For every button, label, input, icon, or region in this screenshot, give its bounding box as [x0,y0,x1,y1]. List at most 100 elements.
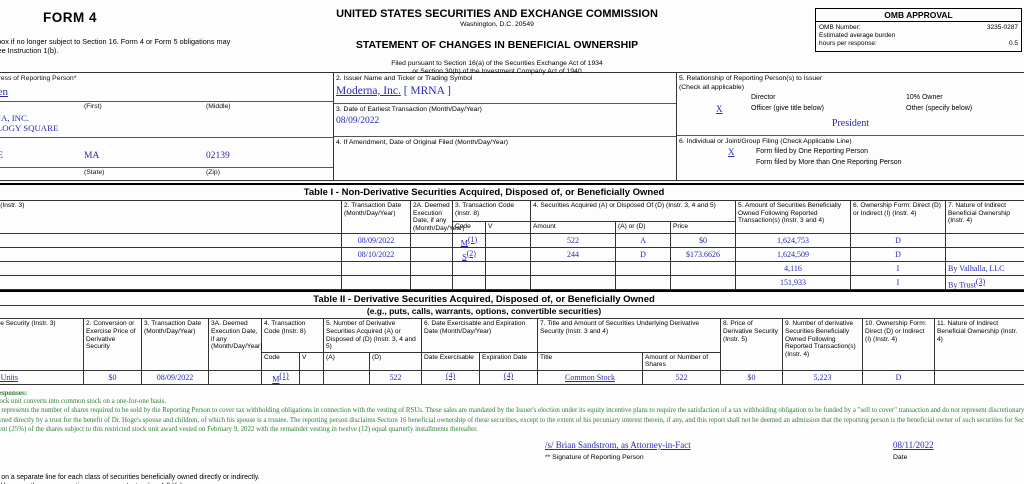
t1-header-ad-sub: (A) or (D) [615,221,671,235]
filer-info-grid: 1. Name and Address of Reporting Person*… [0,72,1024,181]
transaction-code-link[interactable]: S [462,252,467,262]
price-value: $0 [699,236,707,246]
footnote-ref[interactable]: (2) [466,248,476,258]
state-value: MA [84,151,100,161]
signature-block: /s/ Brian Sandstrom, as Attorney-in-Fact… [0,438,1024,470]
earliest-transaction-label: 3. Date of Earliest Transaction (Month/D… [336,106,482,113]
t2-header-date: 3. Transaction Date (Month/Day/Year) [141,318,209,371]
omb-number-label: OMB Number: [819,24,861,31]
relationship-cell: 5. Relationship of Reporting Person(s) t… [676,72,1024,181]
t2-header-a-sub: (A) [323,351,370,371]
ownership-form: D [895,250,901,260]
omb-approval-box: OMB APPROVAL OMB Number: 3235-0287 Estim… [815,8,1022,52]
issuer-name-link[interactable]: Moderna, Inc. [336,85,401,97]
issuer-label: 2. Issuer Name and Ticker or Trading Sym… [336,75,473,82]
one-person-label: Form filed by One Reporting Person [756,148,869,155]
filing-type-label: 6. Individual or Joint/Group Filing (Che… [679,138,852,145]
owned-following: 151,933 [780,278,806,288]
shares-amount: 244 [567,250,579,260]
footnote-ref[interactable]: (4) [445,371,456,381]
footnote-ref[interactable]: (4) [503,371,514,381]
footnote-item: 2. The sale reported represents the numb… [0,407,1024,415]
t2-header-form: 10. Ownership Form: Direct (D) or Indire… [862,318,935,371]
issuer-cell: 2. Issuer Name and Ticker or Trading Sym… [333,72,677,181]
t1-header-date: 2. Transaction Date (Month/Day/Year) [341,199,411,235]
shares-amount: 522 [567,236,579,246]
reporting-person-name-link[interactable]: Hoge Stephen [0,86,9,98]
indirect-nature: By Valhalla, LLC [948,264,1005,274]
underlying-amount: 522 [675,372,688,382]
address-line2: 200 TECHNOLOGY SQUARE [0,123,59,133]
t2-header-exp-sub: Expiration Date [479,351,538,371]
underlying-title-link[interactable]: Common Stock [564,372,615,382]
t1-header-title: 1. Title of Security (Instr. 3) [0,199,342,235]
omb-title: OMB APPROVAL [816,9,1021,22]
t2-header-v-sub: V [299,351,324,371]
t2-header-owned: 9. Number of derivative Securities Benef… [782,318,863,371]
signature-name-link[interactable]: /s/ Brian Sandstrom, as Attorney-in-Fact [545,440,691,451]
owned-following: 1,624,753 [777,236,809,246]
signature-date: 08/11/2022 [893,440,934,451]
filed-pursuant-line1: Filed pursuant to Section 16(a) of the S… [391,60,603,67]
commission-city: Washington, D.C. 20549 [460,21,534,28]
table-row: Restricted Stock Units $0 08/09/2022 M(1… [0,369,1024,385]
ownership-form: I [896,264,900,274]
owned-following: 4,116 [784,264,802,274]
transaction-code-link[interactable]: M [272,374,280,384]
one-person-checkmark: X [728,147,735,157]
ten-percent-label: 10% Owner [906,94,943,101]
footnote-item: 4. Twenty-five percent (25%) of the shar… [0,425,478,433]
table2-caption-line1: Table II - Derivative Securities Acquire… [0,290,1024,307]
form-instructions: Reminder: Report on a separate line for … [0,474,1024,484]
t2-header-date-ex-sub: Date Exercisable [421,351,480,371]
amendment-label: 4. If Amendment, Date of Original Filed … [336,139,509,146]
owned-following: 1,624,509 [777,250,809,260]
director-label: Director [751,94,776,101]
footnote-ref[interactable]: (1) [279,371,289,381]
indirect-nature: By Trust [948,280,976,290]
form-header: SEC Form 4 FORM 4 Check this box if no l… [0,0,1024,75]
commission-title: UNITED STATES SECURITIES AND EXCHANGE CO… [336,8,658,20]
t2-header-conv: 2. Conversion or Exercise Price of Deriv… [83,318,142,371]
footnote-item: 3. The shares are owned directly by a tr… [0,416,1024,424]
signature-date-label: Date [893,454,908,462]
relationship-sublabel: (Check all applicable) [679,84,744,91]
t1-header-owned: 5. Amount of Securities Beneficially Own… [735,199,851,235]
footnote-ref[interactable]: (1) [467,234,478,244]
t2-header-uamount-sub: Amount or Number of Shares [642,351,721,371]
zip-value: 02139 [206,151,230,161]
footnotes-header: Explanation of Responses: [0,387,28,397]
t1-header-nature: 7. Nature of Indirect Beneficial Ownersh… [944,199,1024,235]
t2-header-utitle-sub: Title [537,351,643,371]
table-row: Common Stock 151,933 I By Trust(3) [0,275,1024,291]
table2-derivative: Table II - Derivative Securities Acquire… [0,290,1024,385]
t1-header-acquired: 4. Securities Acquired (A) or Disposed O… [530,199,736,223]
more-persons-label: Form filed by More than One Reporting Pe… [756,159,902,166]
t2-header-dates: 6. Date Exercisable and Expiration Date … [421,318,538,353]
t1-header-price-sub: Price [670,221,736,235]
instruction-reminder: Reminder: Report on a separate line for … [0,474,260,482]
reporting-person-label: 1. Name and Address of Reporting Person* [0,75,77,82]
form-title: FORM 4 [43,10,98,25]
footnote-ref[interactable]: (3) [975,276,986,286]
t2-header-d-sub: (D) [369,351,422,371]
price-value: $173.6626 [686,250,720,260]
officer-label: Officer (give title below) [751,105,825,112]
zip-label: (Zip) [206,169,220,176]
instruction-star: * If the form is filed by more than one … [0,483,1024,484]
city-value: CAMBRIDGE [0,151,4,161]
derivative-title-link[interactable]: Restricted Stock Units [0,372,18,382]
middle-label: (Middle) [206,103,231,110]
checkbox-note: Check this box if no longer subject to S… [0,37,231,55]
ownership-form: I [896,278,900,288]
other-label: Other (specify below) [906,105,973,112]
t1-header-v-sub: V [485,221,531,235]
filed-pursuant-line2: or Section 30(h) of the Investment Compa… [412,68,582,75]
transaction-date: 08/09/2022 [156,372,194,382]
table-row: Common Stock 08/10/2022 S(2) 244 D $173.… [0,247,1024,263]
derivatives-owned: 5,223 [813,372,832,382]
footnote-item: 1. Each restricted stock unit converts i… [0,397,167,405]
issuer-ticker: [ MRNA ] [403,85,451,97]
transaction-code-link[interactable]: M [460,238,468,248]
